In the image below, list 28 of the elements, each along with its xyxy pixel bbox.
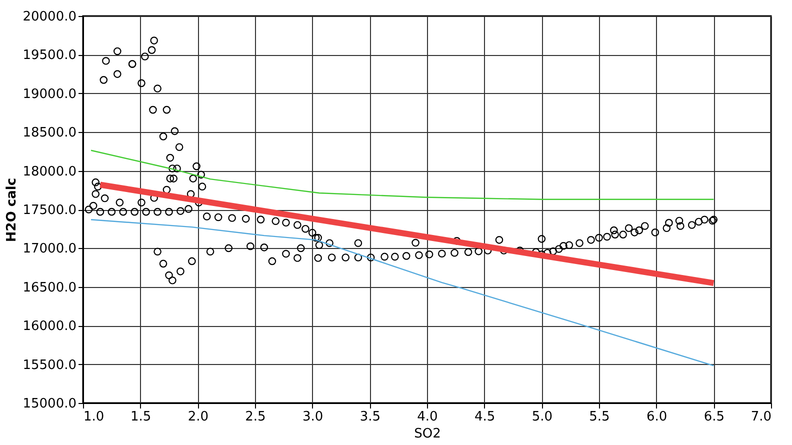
y-tick-label: 15500.0 bbox=[22, 358, 76, 373]
y-tick-label: 17500.0 bbox=[22, 203, 76, 218]
y-tick-label: 18500.0 bbox=[22, 126, 76, 141]
y-tick-label: 19500.0 bbox=[22, 48, 76, 64]
x-tick-label: 2.5 bbox=[245, 410, 266, 424]
x-tick-label: 3.0 bbox=[302, 410, 324, 424]
x-tick-label: 5.0 bbox=[532, 410, 553, 424]
line-series bbox=[90, 219, 714, 366]
x-tick-label: 6.0 bbox=[646, 410, 668, 424]
y-tick-label: 18000.0 bbox=[22, 164, 76, 180]
x-tick-label: 1.5 bbox=[130, 410, 152, 424]
x-axis-title: SO2 bbox=[414, 426, 441, 442]
y-tick-label: 16500.0 bbox=[22, 280, 76, 296]
x-tick-label: 6.5 bbox=[704, 410, 725, 424]
y-tick-label: 16000.0 bbox=[22, 319, 76, 334]
x-tick-label: 2.0 bbox=[188, 410, 209, 424]
line-series bbox=[90, 150, 714, 200]
x-tick-label: 1.0 bbox=[84, 410, 104, 424]
x-tick-label: 5.5 bbox=[589, 410, 610, 424]
x-tick-label: 4.0 bbox=[417, 410, 438, 424]
y-tick-label: 15000.0 bbox=[22, 396, 76, 412]
y-tick-label: 17000.0 bbox=[22, 242, 76, 257]
x-tick-label: 4.5 bbox=[474, 410, 496, 424]
y-tick-label: 19000.0 bbox=[22, 86, 76, 102]
x-tick-label: 3.5 bbox=[360, 410, 381, 424]
x-tick-label: 7.0 bbox=[750, 410, 772, 424]
y-axis-title: H2O calc bbox=[4, 178, 20, 242]
y-tick-label: 20000.0 bbox=[22, 10, 76, 24]
